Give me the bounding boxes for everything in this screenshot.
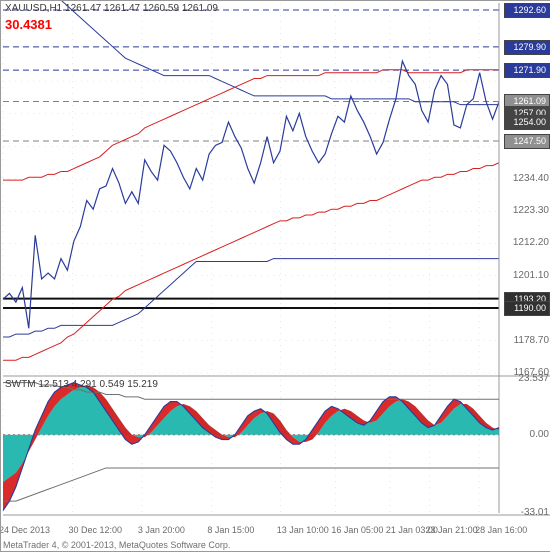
x-axis-label: 8 Jan 15:00 [207,525,254,535]
y-axis-label: 1178.70 [514,335,549,346]
x-axis-label: 30 Dec 12:00 [68,525,122,535]
main-chart[interactable] [1,1,550,551]
y-axis-label: 1223.30 [513,205,549,216]
chart-container: XAUUSD,H1 1261.47 1261.47 1260.59 1261.0… [0,0,550,552]
y-axis-label: 1234.40 [513,173,549,184]
x-axis-label: 13 Jan 10:00 [277,525,329,535]
x-axis-label: 16 Jan 05:00 [331,525,383,535]
symbol-header: XAUUSD,H1 1261.47 1261.47 1260.59 1261.0… [5,3,218,14]
y-axis-label: 1212.20 [513,237,549,248]
x-axis-label: 28 Jan 16:00 [475,525,527,535]
price-level-box: 1190.00 [504,301,550,316]
x-axis-label: 24 Dec 2013 [0,525,50,535]
price-level-box: 1254.00 [504,115,550,130]
footer-text: MetaTrader 4, © 2001-2013, MetaQuotes So… [3,540,230,550]
oscillator-label: SWTM 12.513 4.291 0.549 15.219 [5,379,158,390]
x-axis-label: 23 Jan 21:00 [426,525,478,535]
y-axis-label: 1201.10 [513,270,549,281]
sub-y-label: 0.00 [530,429,549,440]
sub-y-label: -33.01 [521,507,549,518]
indicator-value: 30.4381 [5,17,52,32]
sub-y-label: 23.537 [518,373,549,384]
price-level-box: 1247.50 [504,134,550,149]
x-axis-label: 3 Jan 20:00 [138,525,185,535]
price-level-box: 1292.60 [504,3,550,18]
price-level-box: 1271.90 [504,63,550,78]
price-level-box: 1279.90 [504,40,550,55]
